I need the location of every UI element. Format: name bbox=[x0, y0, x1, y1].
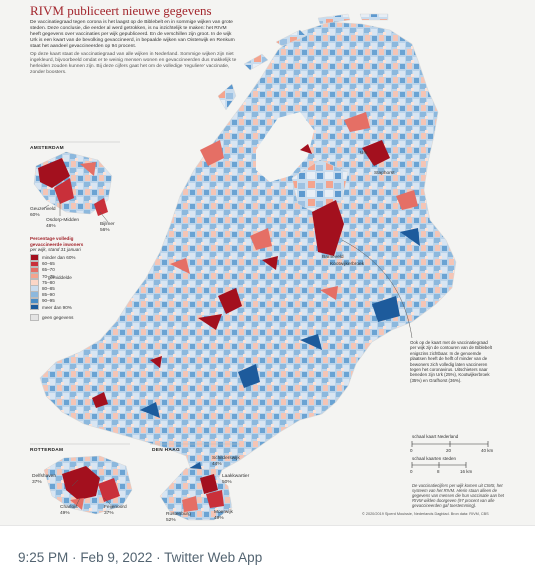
flevoland bbox=[291, 159, 349, 215]
tweet-source-app[interactable]: Twitter Web App bbox=[164, 550, 263, 565]
label-delfshaven: Delfshaven 37% bbox=[32, 474, 56, 485]
legend-swatch bbox=[30, 254, 39, 261]
legend-swatch bbox=[30, 266, 39, 274]
mid-low-clusters bbox=[170, 112, 418, 300]
legend-class-label: 60–65 bbox=[42, 261, 55, 267]
scale-cities-tick-0: 0 bbox=[410, 469, 413, 474]
scale-bar-cities bbox=[411, 462, 467, 468]
map-figure: RIVM publiceert nieuwe gegevens De vacci… bbox=[0, 0, 535, 525]
legend-swatch bbox=[30, 291, 39, 298]
label-rustenburg: Rustenburg 52% bbox=[166, 512, 191, 523]
legend-class-label: meer dan 90% bbox=[42, 304, 72, 310]
data-footnote: De vaccinatiecijfers per wijk komen uit … bbox=[412, 483, 504, 508]
legend-average-label: gemiddelde bbox=[48, 275, 72, 280]
legend-subtitle: per wijk, stand 31 januari bbox=[30, 247, 81, 252]
legend-row: meer dan 90% bbox=[30, 303, 100, 311]
separator-dot: · bbox=[72, 550, 77, 565]
label-feijenoord: Feijenoord 37% bbox=[104, 505, 127, 516]
label-moerwijk: Moerwijk 49% bbox=[214, 510, 233, 521]
scale-nl-tick-1: 20 bbox=[446, 448, 452, 453]
legend-swatch bbox=[30, 297, 39, 305]
scale-nl-title: schaal kaart Nederland bbox=[412, 434, 459, 439]
legend-no-data-label: geen gegevens bbox=[42, 314, 74, 320]
place-label-kootwijkerbroek: Kootwijkerbroek bbox=[330, 262, 365, 267]
wadden-islands bbox=[217, 13, 389, 111]
legend-swatch bbox=[30, 279, 39, 286]
legend-class-label: 90–95 bbox=[42, 298, 55, 304]
netherlands-shape bbox=[39, 21, 457, 521]
tweet-date[interactable]: Feb 9, 2022 bbox=[80, 550, 153, 565]
scale-cities-title: schaal kaarten steden bbox=[412, 456, 457, 461]
denhaag-inset-title: DEN HAAG bbox=[152, 448, 180, 453]
denhaag-inset-map bbox=[159, 467, 233, 521]
legend-row: 75–80 bbox=[30, 279, 100, 286]
intro-paragraph-1: De vaccinatiegraad tegen corona is het l… bbox=[30, 20, 235, 49]
legend-class-label: 85–90 bbox=[42, 292, 55, 298]
legend-class-label: 70–75 bbox=[42, 273, 55, 279]
legend: Percentage volledig gevaccineerde inwone… bbox=[30, 236, 100, 321]
legend-swatch bbox=[30, 260, 39, 268]
label-charlois: Charlois 49% bbox=[60, 505, 78, 516]
place-label-staphorst: Staphorst bbox=[374, 171, 395, 176]
scale-cities-tick-2: 16 km bbox=[460, 469, 473, 474]
tweet-metadata: 9:25 PM · Feb 9, 2022 · Twitter Web App bbox=[18, 550, 262, 565]
rotterdam-inset-title: ROTTERDAM bbox=[30, 448, 64, 453]
legend-row: 70–75 bbox=[30, 272, 100, 280]
legend-swatch bbox=[30, 303, 39, 311]
label-laakkwartier: Laakkwartier 50% bbox=[222, 474, 250, 485]
legend-row: 60–65 bbox=[30, 260, 100, 268]
map-title: RIVM publiceert nieuwe gegevens bbox=[30, 3, 212, 18]
legend-swatch bbox=[30, 285, 39, 292]
legend-row: 90–95 bbox=[30, 297, 100, 305]
legend-row: 80–85 bbox=[30, 285, 100, 292]
amsterdam-inset-title: AMSTERDAM bbox=[30, 146, 64, 151]
label-osdorp-midden: Osdorp-Midden 48% bbox=[46, 218, 80, 229]
scale-bar-nl bbox=[411, 441, 489, 447]
place-label-barneveld: Barneveld bbox=[322, 255, 344, 260]
separator-dot: · bbox=[156, 550, 161, 565]
legend-swatch bbox=[30, 272, 39, 280]
map-credit: © 2020/2019 Sjoerd Mouissie, Nederlands … bbox=[362, 512, 489, 516]
callout-lines bbox=[43, 200, 413, 507]
biblebelt-annotation: Ook op de kaart met de vaccinatiegraad p… bbox=[410, 340, 493, 383]
inset-separators bbox=[30, 141, 240, 445]
amsterdam-inset-map bbox=[33, 151, 113, 216]
scale-cities-tick-1: 8 bbox=[437, 469, 440, 474]
legend-row: minder dan 60% bbox=[30, 254, 100, 261]
intro-paragraph-2: Op deze kaart staat de vaccinatiegraad v… bbox=[30, 52, 237, 75]
legend-class-label: 80–85 bbox=[42, 286, 55, 292]
legend-class-label: 65–70 bbox=[42, 267, 55, 273]
legend-row: 65–70 bbox=[30, 266, 100, 274]
ijsselmeer bbox=[256, 112, 314, 182]
place-label-urk: Urk bbox=[360, 151, 368, 156]
scale-nl-tick-0: 0 bbox=[410, 448, 413, 453]
tweet-divider bbox=[0, 525, 535, 526]
label-schilderswijk: Schilderswijk 44% bbox=[212, 456, 240, 467]
legend-class-label: minder dan 60% bbox=[42, 255, 76, 261]
legend-title: Percentage volledig gevaccineerde inwone… bbox=[30, 236, 84, 247]
tweet-time[interactable]: 9:25 PM bbox=[18, 550, 69, 565]
scale-nl-tick-2: 40 km bbox=[481, 448, 494, 453]
netherlands-map-svg bbox=[30, 13, 489, 521]
low-vaccination-clusters bbox=[92, 140, 390, 408]
legend-rows: minder dan 60% 60–65 65–70 70–75 75–80 80–85 8… bbox=[30, 254, 100, 311]
legend-class-label: 75–80 bbox=[42, 279, 55, 285]
label-bijlmer: Bijlmer 56% bbox=[100, 222, 115, 233]
label-geuzenveld: Geuzenveld 60% bbox=[30, 207, 56, 218]
legend-no-data: geen gegevens bbox=[30, 314, 100, 321]
map-intro: De vaccinatiegraad tegen corona is het l… bbox=[30, 20, 238, 78]
legend-row: 85–90 bbox=[30, 291, 100, 298]
legend-swatch-no-data bbox=[30, 314, 39, 321]
